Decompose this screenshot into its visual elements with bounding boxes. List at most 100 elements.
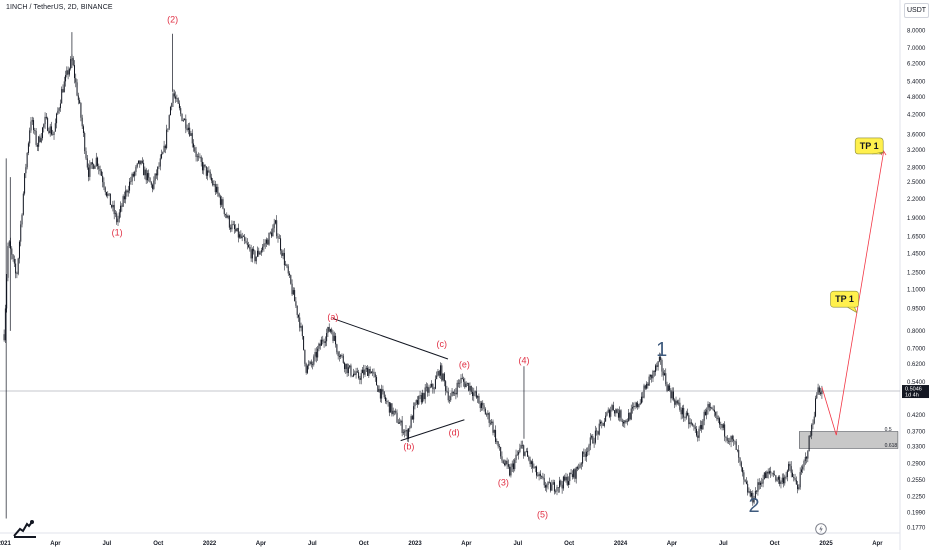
candle-body — [204, 164, 206, 167]
candle-body — [236, 227, 238, 232]
candle-body — [630, 408, 632, 420]
candle-body — [143, 162, 145, 176]
wave-label: (4) — [518, 355, 529, 365]
candle-body — [16, 273, 18, 274]
candle-body — [583, 451, 585, 454]
candle-body — [198, 156, 200, 158]
candle-body — [296, 305, 298, 315]
candle-body — [390, 403, 392, 413]
candle-body — [11, 248, 13, 255]
candle-body — [478, 396, 480, 404]
candle-body — [161, 153, 163, 159]
candle-body — [203, 164, 205, 171]
candle-body — [474, 391, 476, 393]
candle-body — [61, 89, 63, 104]
candle-body — [281, 250, 283, 256]
candle-body — [387, 401, 389, 403]
candle-body — [454, 392, 456, 394]
candle-body — [386, 401, 388, 402]
wave-label: (1) — [112, 228, 123, 238]
candle-body — [808, 435, 810, 452]
candle-body — [374, 373, 376, 378]
candle-body — [733, 439, 735, 441]
candle-body — [480, 402, 482, 409]
candle-body — [445, 381, 447, 391]
candle-body — [667, 385, 669, 391]
candle-body — [105, 192, 107, 196]
candle-body — [516, 454, 518, 456]
candle-body — [739, 457, 741, 463]
candle-body — [347, 367, 349, 374]
candle-body — [207, 170, 209, 176]
candle-body — [579, 464, 581, 468]
candle-body — [576, 467, 578, 469]
candle-body — [93, 164, 95, 169]
candle-body — [271, 232, 273, 237]
price-tick-label: 4.2000 — [907, 113, 926, 119]
price-tick-label: 0.5400 — [907, 380, 926, 386]
candle-body — [228, 215, 230, 228]
candle-body — [146, 173, 148, 181]
currency-badge[interactable]: USDT — [904, 3, 929, 18]
candle-body — [802, 466, 804, 470]
candle-body — [626, 421, 628, 423]
candle-body — [72, 58, 74, 66]
candle-body — [262, 246, 264, 251]
candle-body — [355, 371, 357, 375]
candle-body — [807, 451, 809, 459]
tp-label: TP 1 — [835, 294, 854, 304]
price-tick-label: 0.3700 — [907, 430, 926, 436]
candle-body — [59, 103, 61, 109]
candle-body — [794, 478, 796, 480]
candle-body — [400, 420, 402, 423]
candle-body — [519, 448, 521, 453]
candle-body — [404, 431, 406, 433]
wave-label: (5) — [537, 510, 548, 520]
candle-body — [378, 388, 380, 392]
candle-body — [520, 445, 522, 449]
candle-body — [53, 131, 55, 135]
candle-body — [663, 373, 665, 376]
lightning-icon[interactable] — [815, 523, 827, 535]
candle-body — [762, 479, 764, 484]
candle-body — [409, 427, 411, 429]
candle-body — [38, 136, 40, 147]
candle-body — [336, 344, 338, 353]
candle-body — [212, 180, 214, 186]
candle-body — [221, 199, 223, 205]
candle-body — [566, 476, 568, 485]
candle-body — [608, 409, 610, 417]
candle-body — [30, 121, 32, 131]
candle-body — [231, 224, 233, 230]
candle-body — [232, 224, 234, 225]
candle-body — [331, 329, 333, 333]
candle-body — [456, 382, 458, 395]
candle-body — [315, 351, 317, 358]
candle-body — [301, 326, 303, 337]
time-tick-label: Oct — [770, 541, 780, 547]
candle-body — [541, 476, 543, 477]
price-tick-label: 3.6000 — [907, 133, 926, 139]
candle-body — [504, 463, 506, 465]
candle-body — [21, 214, 23, 225]
candle-body — [420, 395, 422, 403]
candle-body — [391, 403, 393, 415]
candle-body — [239, 234, 241, 238]
candle-body — [775, 475, 777, 481]
candle-body — [528, 456, 530, 460]
candle-body — [492, 421, 494, 433]
candle-body — [798, 487, 800, 490]
candle-body — [523, 445, 525, 456]
candle-body — [26, 152, 28, 168]
candle-body — [774, 474, 776, 476]
candle-body — [438, 371, 440, 376]
candle-body — [425, 386, 427, 388]
candle-body — [317, 348, 319, 358]
candle-body — [57, 110, 59, 114]
candle-body — [518, 452, 520, 455]
candle-body — [752, 492, 754, 503]
candle-body — [379, 388, 381, 399]
candle-body — [43, 124, 45, 128]
candle-body — [45, 116, 47, 119]
